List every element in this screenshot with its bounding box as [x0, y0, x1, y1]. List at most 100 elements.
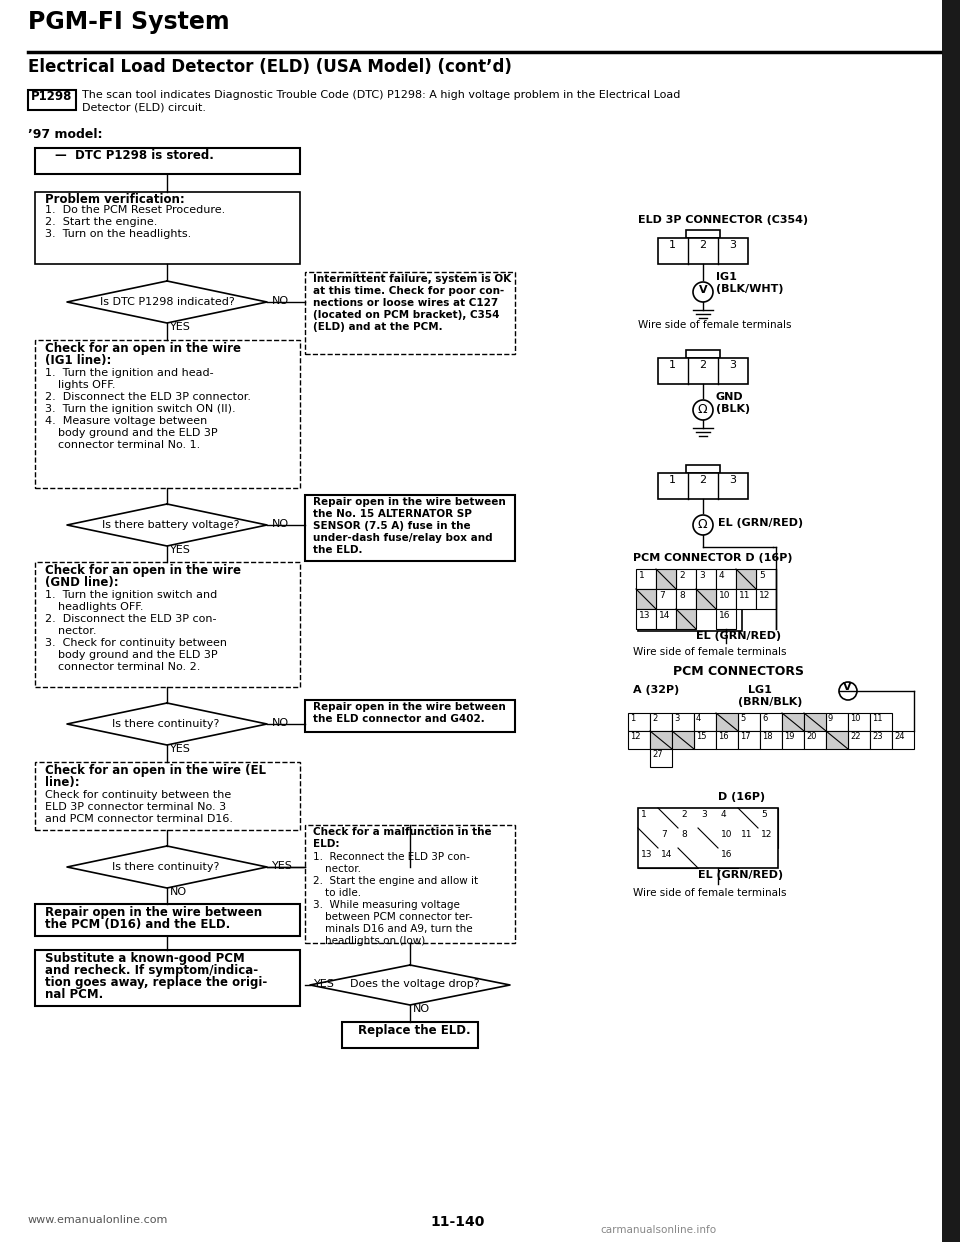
Text: V: V — [843, 682, 852, 692]
Bar — [694, 732, 716, 749]
Bar — [35, 193, 300, 265]
Text: 8: 8 — [679, 591, 684, 600]
Bar — [658, 358, 748, 384]
Text: Repair open in the wire between: Repair open in the wire between — [313, 702, 506, 712]
Text: NO: NO — [272, 519, 289, 529]
Text: Repair open in the wire between: Repair open in the wire between — [313, 497, 506, 507]
Text: ELD:: ELD: — [313, 840, 340, 850]
Bar — [638, 848, 658, 868]
Text: 20: 20 — [806, 732, 817, 741]
Text: 13: 13 — [641, 850, 653, 859]
Bar — [804, 713, 826, 732]
Text: 12: 12 — [630, 732, 640, 741]
Bar — [628, 732, 650, 749]
Text: nections or loose wires at C127: nections or loose wires at C127 — [313, 298, 498, 308]
Text: Check for an open in the wire: Check for an open in the wire — [45, 564, 241, 578]
Text: PCM CONNECTORS: PCM CONNECTORS — [673, 664, 804, 678]
Text: lights OFF.: lights OFF. — [58, 380, 115, 390]
Text: 11: 11 — [741, 830, 753, 840]
Text: 3: 3 — [701, 810, 707, 818]
Bar — [638, 571, 742, 631]
Text: The scan tool indicates Diagnostic Trouble Code (DTC) P1298: A high voltage prob: The scan tool indicates Diagnostic Troub… — [82, 89, 681, 101]
Text: 5: 5 — [761, 810, 767, 818]
Text: (BLK): (BLK) — [716, 404, 750, 414]
Text: Check for an open in the wire: Check for an open in the wire — [45, 342, 241, 355]
Bar — [678, 828, 698, 848]
Text: EL (GRN/RED): EL (GRN/RED) — [696, 631, 781, 641]
Bar — [28, 89, 76, 111]
Text: Is there battery voltage?: Is there battery voltage? — [102, 520, 239, 530]
Text: 1.  Turn the ignition and head-: 1. Turn the ignition and head- — [45, 368, 214, 378]
Text: and PCM connector terminal D16.: and PCM connector terminal D16. — [45, 814, 233, 823]
Text: YES: YES — [272, 861, 293, 871]
Text: 24: 24 — [894, 732, 904, 741]
Text: V: V — [699, 284, 708, 296]
Text: 3: 3 — [729, 474, 736, 484]
Text: Ω: Ω — [697, 402, 707, 416]
Text: 10: 10 — [721, 830, 732, 840]
Text: 1.  Reconnect the ELD 3P con-: 1. Reconnect the ELD 3P con- — [313, 852, 469, 862]
Text: 18: 18 — [762, 732, 773, 741]
Text: YES: YES — [170, 322, 191, 332]
Text: www.emanualonline.com: www.emanualonline.com — [28, 1215, 168, 1225]
Bar — [698, 809, 718, 828]
Text: under-dash fuse/relay box and: under-dash fuse/relay box and — [313, 533, 492, 543]
Text: Repair open in the wire between: Repair open in the wire between — [45, 905, 262, 919]
Bar — [686, 230, 720, 238]
Text: (located on PCM bracket), C354: (located on PCM bracket), C354 — [313, 310, 499, 320]
Text: nal PCM.: nal PCM. — [45, 987, 104, 1001]
Bar — [782, 713, 804, 732]
Text: 4.  Measure voltage between: 4. Measure voltage between — [45, 416, 207, 426]
Text: Ω: Ω — [697, 518, 707, 532]
Text: 14: 14 — [661, 850, 672, 859]
Bar — [658, 473, 748, 499]
Text: 13: 13 — [639, 611, 651, 620]
Bar — [826, 732, 848, 749]
Text: 1.  Do the PCM Reset Procedure.: 1. Do the PCM Reset Procedure. — [45, 205, 226, 215]
Text: 1: 1 — [639, 571, 645, 580]
Bar — [628, 713, 650, 732]
Text: (GND line):: (GND line): — [45, 576, 119, 589]
Bar — [826, 713, 848, 732]
Bar — [892, 732, 914, 749]
Text: PCM CONNECTOR D (16P): PCM CONNECTOR D (16P) — [633, 553, 793, 563]
Bar — [658, 848, 678, 868]
Text: Electrical Load Detector (ELD) (USA Model) (cont’d): Electrical Load Detector (ELD) (USA Mode… — [28, 58, 512, 76]
Text: 16: 16 — [721, 850, 732, 859]
Text: Wire side of female terminals: Wire side of female terminals — [633, 888, 786, 898]
Circle shape — [693, 282, 713, 302]
Bar — [672, 732, 694, 749]
Text: nector.: nector. — [325, 864, 361, 874]
Text: 7: 7 — [659, 591, 664, 600]
Text: Is DTC P1298 indicated?: Is DTC P1298 indicated? — [100, 297, 235, 307]
Text: IG1: IG1 — [716, 272, 737, 282]
Text: (ELD) and at the PCM.: (ELD) and at the PCM. — [313, 322, 443, 332]
Bar — [758, 828, 778, 848]
Text: (IG1 line):: (IG1 line): — [45, 354, 111, 366]
Text: line):: line): — [45, 776, 80, 789]
Text: 14: 14 — [659, 611, 670, 620]
Text: 12: 12 — [759, 591, 770, 600]
Bar — [736, 589, 756, 609]
Bar — [758, 809, 778, 828]
Text: carmanualsonline.info: carmanualsonline.info — [600, 1225, 716, 1235]
Bar — [636, 609, 656, 628]
Bar — [696, 569, 716, 589]
Bar — [656, 609, 676, 628]
Text: Check for a malfunction in the: Check for a malfunction in the — [313, 827, 492, 837]
Text: Does the voltage drop?: Does the voltage drop? — [350, 979, 480, 989]
Text: 3: 3 — [729, 240, 736, 250]
Bar — [760, 732, 782, 749]
Bar — [678, 848, 698, 868]
Text: D (16P): D (16P) — [718, 792, 765, 802]
Text: ’97 model:: ’97 model: — [28, 128, 103, 142]
Bar — [650, 749, 672, 768]
Text: Intermittent failure, system is OK: Intermittent failure, system is OK — [313, 274, 511, 284]
Circle shape — [693, 400, 713, 420]
Bar — [35, 148, 300, 174]
Text: 11-140: 11-140 — [430, 1215, 485, 1230]
Text: at this time. Check for poor con-: at this time. Check for poor con- — [313, 286, 504, 296]
Text: 11: 11 — [872, 714, 882, 723]
Text: tion goes away, replace the origi-: tion goes away, replace the origi- — [45, 976, 267, 989]
Text: Problem verification:: Problem verification: — [45, 193, 184, 206]
